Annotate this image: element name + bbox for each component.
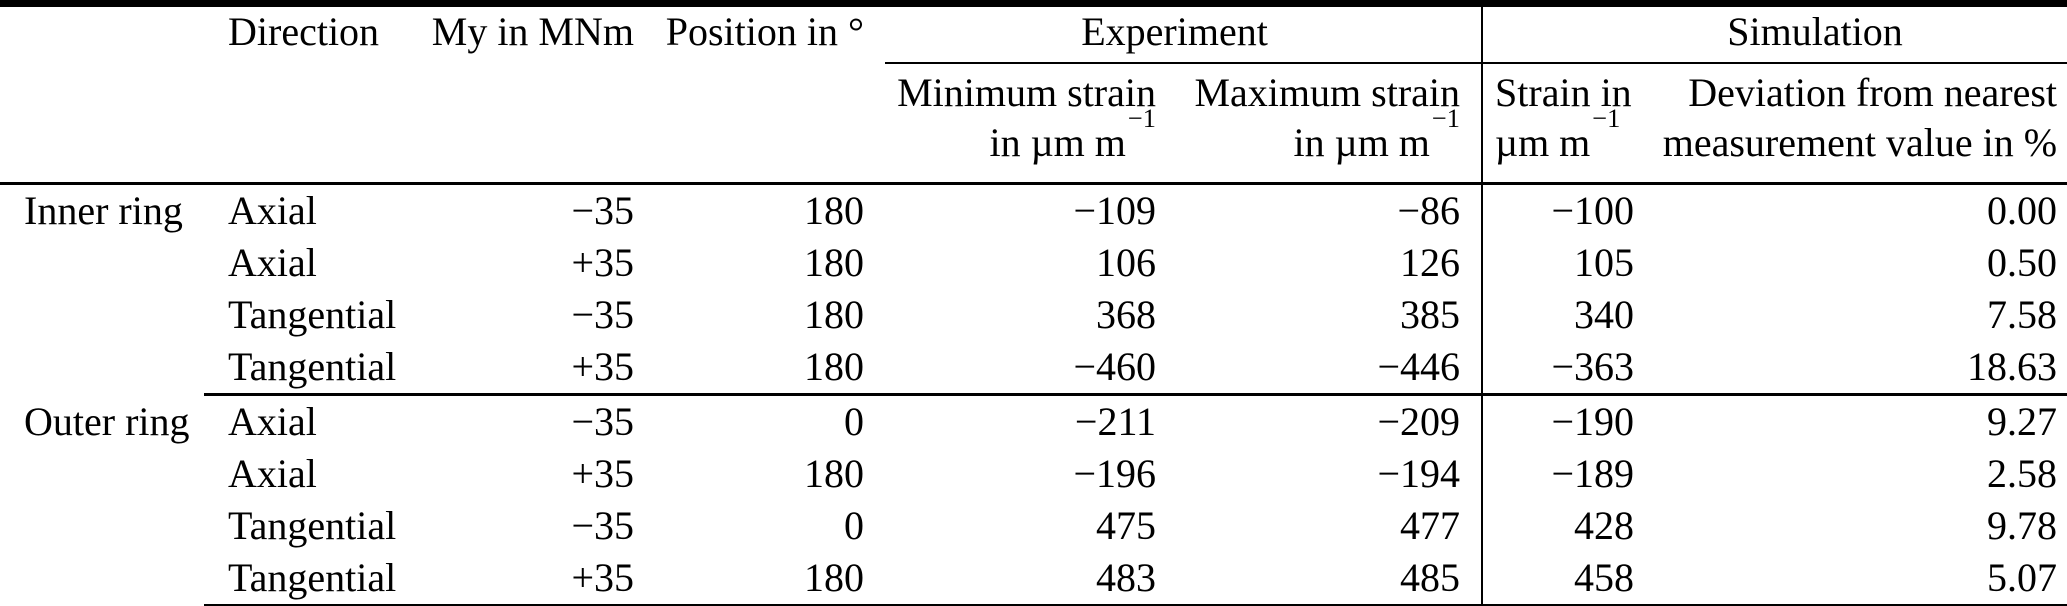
cell-sim-strain: −190 bbox=[1551, 399, 1635, 444]
cell-position: 180 bbox=[804, 240, 864, 285]
table-row: Tangential −35 180 368 385 340 7.58 bbox=[0, 289, 2067, 341]
cell-my: −35 bbox=[571, 292, 634, 337]
cell-deviation: 0.00 bbox=[1987, 188, 2058, 233]
cell-deviation: 9.27 bbox=[1987, 399, 2058, 444]
cell-exp-min: 106 bbox=[1096, 240, 1156, 285]
cell-deviation: 9.78 bbox=[1987, 503, 2058, 548]
cell-exp-min: −196 bbox=[1073, 451, 1156, 496]
cell-exp-min: −460 bbox=[868, 341, 1160, 396]
cell-exp-max: −446 bbox=[1160, 341, 1484, 396]
table-row: Tangential +35 180 −460 −446 −363 18.63 bbox=[0, 341, 2067, 396]
cell-sim-strain: 458 bbox=[1483, 552, 1643, 606]
cell-direction: Tangential bbox=[228, 292, 397, 337]
cell-exp-max: −194 bbox=[1160, 448, 1484, 500]
header-row-groups: Direction My in MNm Position in ° Experi… bbox=[0, 7, 2067, 185]
header-line: Minimum strain bbox=[897, 70, 1156, 115]
table-row: Outer ring Axial −35 0 −211 −209 −190 9.… bbox=[0, 396, 2067, 448]
cell-sim-strain: −363 bbox=[1483, 341, 1643, 396]
cell-exp-min: −211 bbox=[1074, 399, 1156, 444]
cell-direction: Axial bbox=[228, 399, 317, 444]
cell-my: −35 bbox=[571, 503, 634, 548]
cell-my: +35 bbox=[571, 240, 634, 285]
cell-direction: Axial bbox=[228, 451, 317, 496]
unit-label: in µm m bbox=[1293, 120, 1430, 165]
cell-position: 180 bbox=[804, 451, 864, 496]
cell-position: 0 bbox=[844, 399, 864, 444]
column-header-deviation: Deviation from nearest measurement value … bbox=[1642, 64, 2067, 185]
cell-direction: Tangential bbox=[204, 341, 396, 396]
cell-position: 180 bbox=[804, 292, 864, 337]
header-line: Deviation from nearest bbox=[1688, 70, 2058, 115]
cell-exp-max: 485 bbox=[1160, 552, 1484, 606]
header-line: measurement value in % bbox=[1662, 120, 2058, 165]
unit-exponent: −1 bbox=[1592, 103, 1621, 134]
cell-sim-strain: −100 bbox=[1551, 188, 1635, 233]
cell-exp-min: 483 bbox=[868, 552, 1160, 606]
header-row-subcolumns: Minimum strain in µm m−1 Maximum strain in… bbox=[0, 64, 2067, 185]
cell-sim-strain: 340 bbox=[1574, 292, 1635, 337]
table-row: Tangential −35 0 475 477 428 9.78 bbox=[0, 500, 2067, 552]
unit-label: µm m bbox=[1495, 120, 1591, 165]
cell-sim-strain: 105 bbox=[1574, 240, 1635, 285]
cell-exp-max: 385 bbox=[1160, 289, 1484, 341]
cell-exp-min: 475 bbox=[1096, 503, 1156, 548]
cell-exp-min: 368 bbox=[1096, 292, 1156, 337]
cell-exp-max: −86 bbox=[1160, 185, 1484, 237]
cell-position: 0 bbox=[844, 503, 864, 548]
cell-my: +35 bbox=[380, 552, 640, 606]
cell-exp-max: −209 bbox=[1160, 396, 1484, 448]
header-line: Strain in bbox=[1495, 70, 1632, 115]
cell-my: −35 bbox=[571, 188, 634, 233]
cell-direction: Axial bbox=[228, 240, 317, 285]
column-header-min-strain: Minimum strain in µm m−1 bbox=[868, 64, 1160, 185]
cell-position: 180 bbox=[640, 341, 868, 396]
cell-sim-strain: 428 bbox=[1574, 503, 1635, 548]
table-row: Axial +35 180 106 126 105 0.50 bbox=[0, 237, 2067, 289]
column-header-direction: Direction bbox=[204, 7, 380, 185]
cell-exp-min: −109 bbox=[1073, 188, 1156, 233]
unit-exponent: −1 bbox=[1127, 103, 1156, 134]
table-row: Inner ring Axial −35 180 −109 −86 −100 0… bbox=[0, 185, 2067, 237]
cell-direction: Axial bbox=[228, 188, 317, 233]
header-line: Maximum strain bbox=[1194, 70, 1461, 115]
column-header-row-label bbox=[0, 7, 204, 185]
cell-my: +35 bbox=[380, 341, 640, 396]
column-header-sim-strain: Strain in µm m−1 bbox=[1483, 64, 1643, 185]
cell-deviation: 0.50 bbox=[1987, 240, 2058, 285]
cell-my: +35 bbox=[571, 451, 634, 496]
cell-my: −35 bbox=[571, 399, 634, 444]
cell-direction: Tangential bbox=[228, 503, 397, 548]
cell-exp-max: 477 bbox=[1160, 500, 1484, 552]
cell-direction: Tangential bbox=[204, 552, 396, 606]
cell-deviation: 18.63 bbox=[1642, 341, 2067, 396]
column-header-my: My in MNm bbox=[380, 7, 640, 185]
cell-deviation: 5.07 bbox=[1642, 552, 2067, 606]
unit-exponent: −1 bbox=[1431, 103, 1461, 134]
cell-sim-strain: −189 bbox=[1551, 451, 1635, 496]
unit-label: in µm m bbox=[989, 120, 1126, 165]
row-group-label-outer-ring: Outer ring bbox=[24, 399, 190, 444]
table-row: Tangential +35 180 483 485 458 5.07 bbox=[0, 552, 2067, 606]
cell-deviation: 2.58 bbox=[1987, 451, 2058, 496]
cell-position: 180 bbox=[640, 552, 868, 606]
cell-deviation: 7.58 bbox=[1987, 292, 2058, 337]
column-header-max-strain: Maximum strain in µm m−1 bbox=[1160, 64, 1484, 185]
group-header-simulation: Simulation bbox=[1483, 7, 2067, 64]
column-header-position: Position in ° bbox=[640, 7, 868, 185]
cell-exp-max: 126 bbox=[1160, 237, 1484, 289]
cell-position: 180 bbox=[804, 188, 864, 233]
table-row: Axial +35 180 −196 −194 −189 2.58 bbox=[0, 448, 2067, 500]
group-header-experiment: Experiment bbox=[868, 7, 1484, 64]
row-group-label-inner-ring: Inner ring bbox=[24, 188, 183, 233]
